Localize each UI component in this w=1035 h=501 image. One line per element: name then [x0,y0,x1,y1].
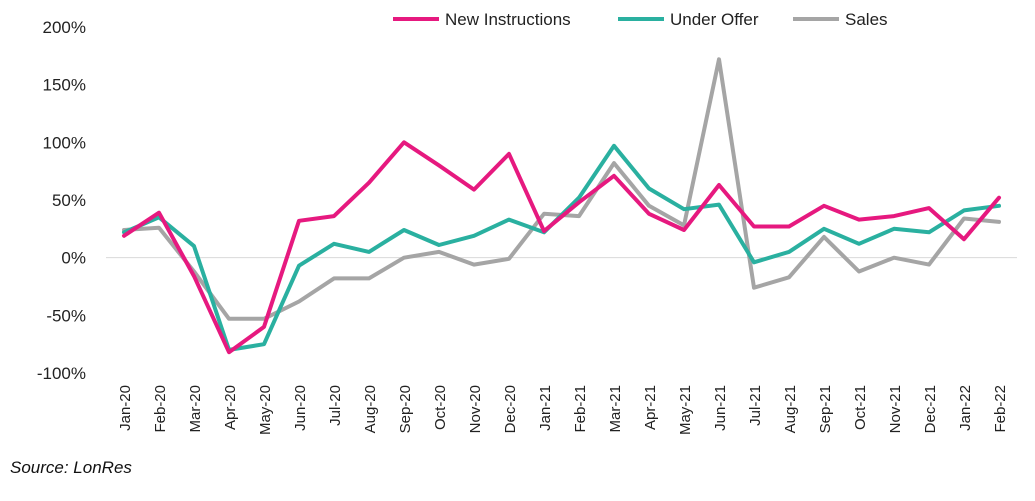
y-tick-label: 50% [52,191,86,210]
x-tick-label: Dec-21 [922,385,939,433]
series-lines [122,57,1001,355]
x-tick-label: Sep-21 [817,385,834,433]
legend-label: New Instructions [445,10,571,29]
x-tick-label: Dec-20 [502,385,519,433]
y-tick-label: 200% [43,18,86,37]
x-tick-label: Nov-20 [467,385,484,433]
legend-label: Under Offer [670,10,759,29]
legend-label: Sales [845,10,888,29]
x-tick-label: Jul-20 [327,385,344,426]
y-tick-label: -50% [46,306,86,325]
x-tick-label: Jan-22 [957,385,974,431]
x-tick-label: Aug-21 [782,385,799,433]
legend-item: Sales [793,10,888,29]
x-tick-label: May-21 [677,385,694,435]
legend-item: New Instructions [393,10,571,29]
x-tick-label: Mar-21 [607,385,624,433]
x-tick-label: Jun-21 [712,385,729,431]
y-tick-label: -100% [37,364,86,383]
x-axis: Jan-20 Feb-20 Mar-20 Apr-20 May-20 Jun-20 Jul-… [117,385,1009,435]
legend-item: Under Offer [618,10,759,29]
y-axis: 200% 150% 100% 50% 0% -50% -100% [37,18,86,383]
x-tick-label: Oct-20 [432,385,449,430]
x-tick-label: Oct-21 [852,385,869,430]
x-tick-label: May-20 [257,385,274,435]
x-tick-label: Nov-21 [887,385,904,433]
y-tick-label: 0% [61,249,86,268]
x-tick-label: Jan-20 [117,385,134,431]
x-tick-label: Feb-22 [992,385,1009,433]
source-note: Source: LonRes [10,458,132,477]
y-tick-label: 150% [43,76,86,95]
x-tick-label: Mar-20 [187,385,204,433]
x-tick-label: Apr-21 [642,385,659,430]
x-tick-label: Feb-20 [152,385,169,433]
x-tick-label: Aug-20 [362,385,379,433]
legend: New Instructions Under Offer Sales [393,10,888,29]
x-tick-label: Jun-20 [292,385,309,431]
series-line-sales [122,57,1001,321]
x-tick-label: Jul-21 [747,385,764,426]
y-tick-label: 100% [43,133,86,152]
x-tick-label: Apr-20 [222,385,239,430]
x-tick-label: Sep-20 [397,385,414,433]
x-tick-label: Jan-21 [537,385,554,431]
series-line-new-instructions [122,140,1001,355]
x-tick-label: Feb-21 [572,385,589,433]
